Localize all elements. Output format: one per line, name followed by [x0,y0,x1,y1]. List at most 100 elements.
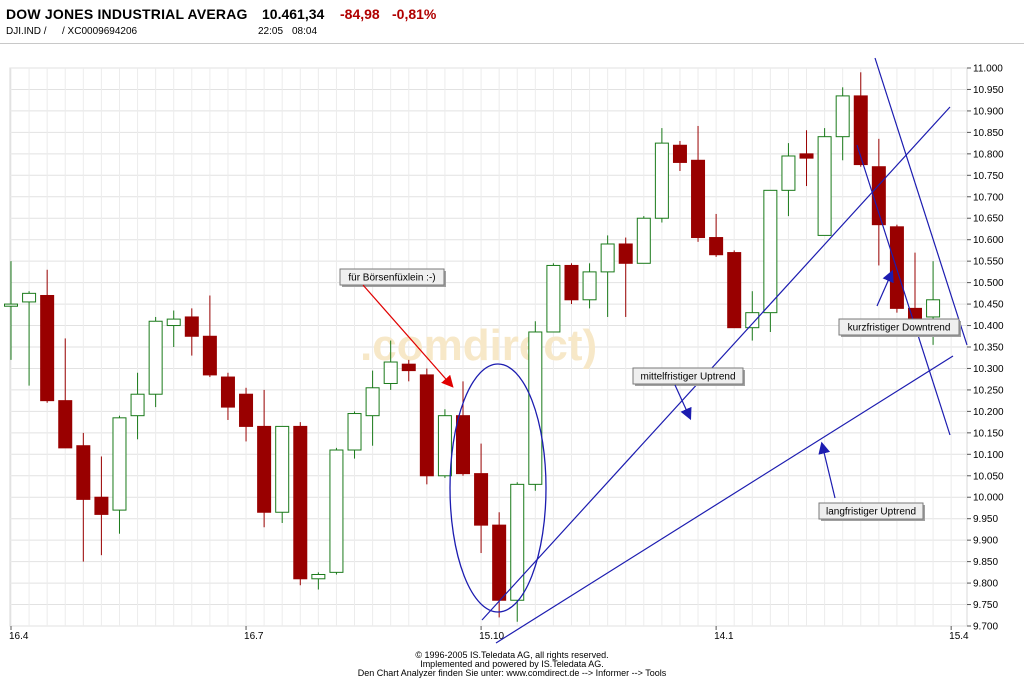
candle-body [763,189,778,314]
y-tick-label: 10.050 [973,471,1004,482]
candle-body [600,243,615,273]
y-tick-label: 9.800 [973,579,998,590]
y-tick-label: 10.200 [973,407,1004,418]
candle-body [383,361,398,384]
callout-box [838,318,960,336]
candle-body [799,153,814,159]
trend-line [856,144,951,436]
y-tick-label: 10.800 [973,149,1004,160]
candle-body [781,155,796,191]
highlight-ellipse [449,363,547,613]
candle-body [926,299,941,318]
candle-body [474,473,489,526]
y-tick-label: 10.500 [973,278,1004,289]
candle-body [492,524,507,601]
candle-body [275,425,290,513]
footer-implemented: Implemented and powered by IS.Teledata A… [420,659,604,669]
candle-body [40,294,55,402]
isin: / XC0009694206 [62,26,138,37]
candle-body [4,303,18,307]
candle-body [437,415,452,477]
footer-chart-analyzer: Den Chart Analyzer finden Sie unter: www… [357,668,667,678]
candle-body [311,573,326,580]
candle-body [148,320,163,395]
annotation-arrow [674,384,692,421]
trend-line [495,355,954,644]
instrument-title: DOW JONES INDUSTRIAL AVERAG [6,6,248,22]
candle-body [709,237,724,256]
price-change-percent: -0,81% [392,6,437,22]
candle-body [401,363,416,372]
y-tick-label: 9.700 [973,622,998,633]
callout-text: für Börsenfüxlein :-) [348,273,435,284]
candle-body [184,316,199,337]
annotation-callout: kurzfristiger Downtrend [838,318,961,337]
candle-body [582,271,597,301]
symbol: DJI.IND / [6,26,47,37]
candle-body [419,374,434,477]
candle-body [546,264,561,333]
annotation-arrow-red [362,284,454,388]
candle-body [239,393,254,427]
candlestick-chart: 11.000 10.950 10.900 10.850 10.800 10.750 10.7… [4,57,1004,644]
quote-header: DOW JONES INDUSTRIAL AVERAG 10.461,34 -8… [0,0,1024,44]
x-tick-label: 15.10 [479,631,504,642]
candle-body [636,217,651,264]
candle-body [691,159,706,239]
candle-body [293,425,308,580]
y-tick-label: 10.650 [973,214,1004,225]
x-tick-label: 16.4 [9,631,29,642]
quote-date: 08:04 [292,26,318,37]
price-change: -84,98 [340,6,380,22]
candle-body [745,312,760,329]
annotation-callout: für Börsenfüxlein :-) [339,268,446,287]
candle-body [654,142,669,219]
candle-body [329,449,344,573]
x-tick-label: 14.1 [714,631,734,642]
candle-body [257,425,272,513]
callout-box [632,367,744,385]
quote-time: 22:05 [258,26,284,37]
callout-box [818,502,924,520]
candle-body [112,417,127,511]
annotation-callout: mittelfristiger Uptrend [632,367,745,386]
candle-body [76,445,91,500]
callout-text: mittelfristiger Uptrend [640,372,735,383]
annotation-callout: langfristiger Uptrend [818,502,925,521]
candle-body [22,292,37,303]
y-tick-label: 10.000 [973,493,1004,504]
candle-body [220,376,235,408]
y-tick-label: 9.900 [973,536,998,547]
y-tick-label: 10.150 [973,428,1004,439]
candle-body [166,318,181,327]
y-tick-label: 11.000 [973,64,1003,75]
y-tick-label: 10.100 [973,450,1004,461]
y-tick-label: 10.400 [973,321,1004,332]
callout-text: kurzfristiger Downtrend [848,323,951,334]
y-tick-label: 9.750 [973,600,998,611]
candle-body [58,400,73,449]
y-tick-label: 10.850 [973,128,1004,139]
y-tick-label: 10.700 [973,192,1004,203]
candle-body [456,415,470,475]
y-tick-label: 10.950 [973,85,1004,96]
candle-body [130,393,145,417]
y-tick-label: 10.550 [973,257,1004,268]
footer-copyright: © 1996-2005 IS.Teledata AG, all rights r… [415,650,609,660]
y-tick-label: 10.300 [973,364,1004,375]
y-tick-label: 9.950 [973,514,998,525]
y-tick-label: 10.450 [973,300,1004,311]
y-tick-label: 10.250 [973,385,1004,396]
candle-body [347,413,362,451]
y-tick-label: 9.850 [973,557,998,568]
trend-line [874,57,968,346]
callout-text: langfristiger Uptrend [826,507,916,518]
candle-body [618,243,633,264]
y-tick-label: 10.750 [973,171,1004,182]
x-tick-label: 16.7 [244,631,264,642]
y-tick-label: 10.350 [973,343,1004,354]
x-tick-label: 15.4 [949,631,969,642]
candle-body [94,496,109,515]
y-tick-label: 10.600 [973,235,1004,246]
candle-body [871,166,886,226]
